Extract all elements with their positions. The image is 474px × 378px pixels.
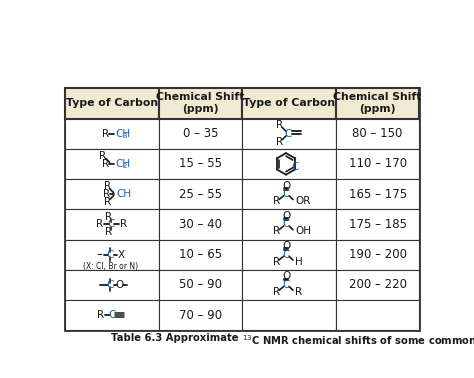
Text: 110 – 170: 110 – 170 xyxy=(348,157,407,170)
Text: R: R xyxy=(276,120,283,130)
Bar xyxy=(242,270,336,300)
Bar xyxy=(336,209,419,240)
Text: $^{13}$C NMR chemical shifts of some common groups: $^{13}$C NMR chemical shifts of some com… xyxy=(242,333,474,349)
Text: R: R xyxy=(120,219,127,229)
Text: R: R xyxy=(273,196,280,206)
Bar xyxy=(242,300,336,330)
Text: R: R xyxy=(102,189,109,199)
Bar xyxy=(242,149,336,179)
Text: O: O xyxy=(282,271,290,281)
Bar xyxy=(65,88,159,119)
Text: R: R xyxy=(102,159,109,169)
Bar xyxy=(159,119,242,149)
Bar xyxy=(159,270,242,300)
Text: 70 – 90: 70 – 90 xyxy=(179,308,222,322)
Bar xyxy=(65,300,159,330)
Text: X: X xyxy=(118,249,125,260)
Bar xyxy=(65,88,419,330)
Text: Chemical Shift
(ppm): Chemical Shift (ppm) xyxy=(156,92,245,114)
Text: 80 – 150: 80 – 150 xyxy=(353,127,403,140)
Text: Type of Carbon: Type of Carbon xyxy=(66,98,158,108)
Text: R: R xyxy=(99,151,106,161)
Bar xyxy=(65,119,159,149)
Bar xyxy=(159,209,242,240)
Bar xyxy=(159,88,242,119)
Text: C: C xyxy=(108,310,116,320)
Text: 50 – 90: 50 – 90 xyxy=(179,278,222,291)
Text: R: R xyxy=(102,129,109,139)
Text: 30 – 40: 30 – 40 xyxy=(179,218,222,231)
Text: 15 – 55: 15 – 55 xyxy=(179,157,222,170)
Text: 190 – 200: 190 – 200 xyxy=(349,248,407,261)
Text: Table 6.3 Approximate: Table 6.3 Approximate xyxy=(111,333,242,343)
Text: C: C xyxy=(107,249,114,260)
Text: C: C xyxy=(283,280,290,290)
Text: 0 – 35: 0 – 35 xyxy=(183,127,219,140)
Bar xyxy=(336,179,419,209)
Bar xyxy=(65,179,159,209)
Text: R: R xyxy=(273,287,280,297)
Text: C: C xyxy=(107,280,114,290)
Text: C: C xyxy=(283,249,290,260)
Text: OR: OR xyxy=(295,196,310,206)
Text: R: R xyxy=(273,226,280,236)
Text: 165 – 175: 165 – 175 xyxy=(348,187,407,201)
Text: R: R xyxy=(104,197,111,207)
Bar xyxy=(159,179,242,209)
Bar xyxy=(336,240,419,270)
Bar xyxy=(242,209,336,240)
Text: 2: 2 xyxy=(123,163,127,169)
Text: 200 – 220: 200 – 220 xyxy=(349,278,407,291)
Text: 175 – 185: 175 – 185 xyxy=(349,218,407,231)
Bar xyxy=(336,119,419,149)
Text: –: – xyxy=(97,248,103,261)
Bar xyxy=(65,149,159,179)
Text: O: O xyxy=(282,181,290,191)
Bar xyxy=(242,88,336,119)
Text: Chemical Shift
(ppm): Chemical Shift (ppm) xyxy=(333,92,422,114)
Text: C: C xyxy=(283,219,290,229)
Text: (X: Cl, Br or N): (X: Cl, Br or N) xyxy=(83,262,138,271)
Bar xyxy=(159,240,242,270)
Text: C: C xyxy=(108,219,115,229)
Text: R: R xyxy=(273,257,280,266)
Text: R: R xyxy=(276,137,283,147)
Text: O: O xyxy=(116,280,124,290)
Text: 25 – 55: 25 – 55 xyxy=(179,187,222,201)
Bar xyxy=(159,149,242,179)
Bar xyxy=(65,240,159,270)
Bar xyxy=(336,300,419,330)
Text: CH: CH xyxy=(116,159,131,169)
Bar xyxy=(242,119,336,149)
Bar xyxy=(336,270,419,300)
Text: R: R xyxy=(295,287,302,297)
Bar xyxy=(159,300,242,330)
Text: R: R xyxy=(96,219,103,229)
Text: R: R xyxy=(97,310,104,320)
Text: 3: 3 xyxy=(123,133,127,139)
Bar xyxy=(242,240,336,270)
Text: C: C xyxy=(283,189,290,199)
Text: O: O xyxy=(282,211,290,221)
Text: R: R xyxy=(105,212,112,222)
Text: H: H xyxy=(295,257,303,266)
Text: O: O xyxy=(282,241,290,251)
Text: CH: CH xyxy=(116,129,131,139)
Text: 10 – 65: 10 – 65 xyxy=(179,248,222,261)
Text: C: C xyxy=(291,162,298,172)
Bar xyxy=(242,179,336,209)
Bar xyxy=(336,149,419,179)
Text: CH: CH xyxy=(117,189,132,199)
Text: Type of Carbon: Type of Carbon xyxy=(243,98,335,108)
Text: R: R xyxy=(105,227,112,237)
Bar xyxy=(336,88,419,119)
Text: R: R xyxy=(104,181,111,191)
Bar xyxy=(65,270,159,300)
Text: C: C xyxy=(284,129,292,139)
Bar xyxy=(65,209,159,240)
Text: OH: OH xyxy=(295,226,311,236)
